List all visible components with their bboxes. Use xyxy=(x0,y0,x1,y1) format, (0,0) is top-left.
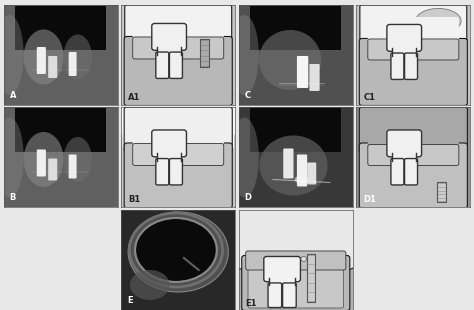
FancyBboxPatch shape xyxy=(392,152,416,164)
FancyBboxPatch shape xyxy=(437,183,447,202)
Ellipse shape xyxy=(259,135,328,196)
FancyBboxPatch shape xyxy=(392,47,416,58)
FancyBboxPatch shape xyxy=(359,107,467,153)
Text: E1: E1 xyxy=(246,299,257,308)
FancyBboxPatch shape xyxy=(69,52,77,76)
Ellipse shape xyxy=(24,132,64,187)
Text: E: E xyxy=(127,296,133,305)
FancyBboxPatch shape xyxy=(250,6,341,50)
FancyBboxPatch shape xyxy=(405,53,418,79)
Ellipse shape xyxy=(230,15,259,95)
FancyBboxPatch shape xyxy=(269,277,295,288)
Ellipse shape xyxy=(128,212,228,292)
FancyBboxPatch shape xyxy=(133,15,224,47)
FancyBboxPatch shape xyxy=(124,143,232,208)
FancyBboxPatch shape xyxy=(48,56,57,78)
FancyBboxPatch shape xyxy=(157,46,181,57)
FancyBboxPatch shape xyxy=(15,108,106,153)
FancyBboxPatch shape xyxy=(152,24,186,50)
Text: C: C xyxy=(245,91,251,100)
FancyBboxPatch shape xyxy=(391,158,404,185)
FancyBboxPatch shape xyxy=(297,56,308,88)
Text: D1: D1 xyxy=(363,196,376,205)
FancyBboxPatch shape xyxy=(391,53,404,79)
FancyBboxPatch shape xyxy=(387,24,421,51)
FancyBboxPatch shape xyxy=(283,148,293,179)
Text: B: B xyxy=(9,193,16,202)
FancyBboxPatch shape xyxy=(170,52,182,78)
Ellipse shape xyxy=(230,117,259,197)
Ellipse shape xyxy=(130,270,170,300)
FancyBboxPatch shape xyxy=(15,6,106,50)
Ellipse shape xyxy=(416,8,461,33)
FancyBboxPatch shape xyxy=(307,254,315,302)
FancyBboxPatch shape xyxy=(122,108,234,149)
FancyBboxPatch shape xyxy=(156,158,169,185)
FancyBboxPatch shape xyxy=(133,37,224,59)
FancyBboxPatch shape xyxy=(200,39,209,67)
Ellipse shape xyxy=(259,30,321,90)
FancyBboxPatch shape xyxy=(264,256,301,282)
FancyBboxPatch shape xyxy=(69,154,77,179)
FancyBboxPatch shape xyxy=(359,38,467,105)
FancyBboxPatch shape xyxy=(239,210,353,252)
FancyBboxPatch shape xyxy=(360,5,467,47)
FancyBboxPatch shape xyxy=(242,255,350,310)
FancyBboxPatch shape xyxy=(297,154,307,187)
FancyBboxPatch shape xyxy=(37,149,46,176)
FancyBboxPatch shape xyxy=(133,144,224,166)
FancyBboxPatch shape xyxy=(283,283,296,308)
FancyBboxPatch shape xyxy=(170,158,182,185)
Ellipse shape xyxy=(24,29,64,85)
FancyBboxPatch shape xyxy=(250,108,341,153)
FancyBboxPatch shape xyxy=(387,130,421,157)
Ellipse shape xyxy=(0,15,24,95)
FancyBboxPatch shape xyxy=(152,130,186,157)
FancyBboxPatch shape xyxy=(124,107,232,152)
Ellipse shape xyxy=(136,219,216,281)
FancyBboxPatch shape xyxy=(368,39,459,60)
FancyBboxPatch shape xyxy=(133,119,224,153)
FancyBboxPatch shape xyxy=(125,5,232,45)
FancyBboxPatch shape xyxy=(307,162,316,184)
Ellipse shape xyxy=(295,175,308,184)
FancyBboxPatch shape xyxy=(356,108,470,153)
FancyBboxPatch shape xyxy=(368,17,459,49)
FancyBboxPatch shape xyxy=(268,283,282,308)
FancyBboxPatch shape xyxy=(368,144,459,166)
Ellipse shape xyxy=(0,117,24,197)
Ellipse shape xyxy=(64,34,92,79)
FancyBboxPatch shape xyxy=(238,209,354,269)
FancyBboxPatch shape xyxy=(121,5,235,105)
Text: B1: B1 xyxy=(128,196,140,205)
Ellipse shape xyxy=(64,137,92,182)
FancyBboxPatch shape xyxy=(157,152,181,164)
FancyBboxPatch shape xyxy=(124,37,232,105)
Text: A: A xyxy=(9,91,16,100)
FancyBboxPatch shape xyxy=(121,108,235,135)
FancyBboxPatch shape xyxy=(310,64,319,91)
FancyBboxPatch shape xyxy=(248,264,344,308)
Text: D: D xyxy=(245,193,252,202)
FancyBboxPatch shape xyxy=(368,122,459,154)
FancyBboxPatch shape xyxy=(246,251,346,270)
FancyBboxPatch shape xyxy=(37,47,46,74)
Text: A1: A1 xyxy=(128,93,141,102)
Text: C1: C1 xyxy=(363,93,375,102)
FancyBboxPatch shape xyxy=(405,158,418,185)
FancyBboxPatch shape xyxy=(156,52,169,78)
Circle shape xyxy=(301,256,307,262)
FancyBboxPatch shape xyxy=(359,143,467,208)
FancyBboxPatch shape xyxy=(48,158,57,180)
